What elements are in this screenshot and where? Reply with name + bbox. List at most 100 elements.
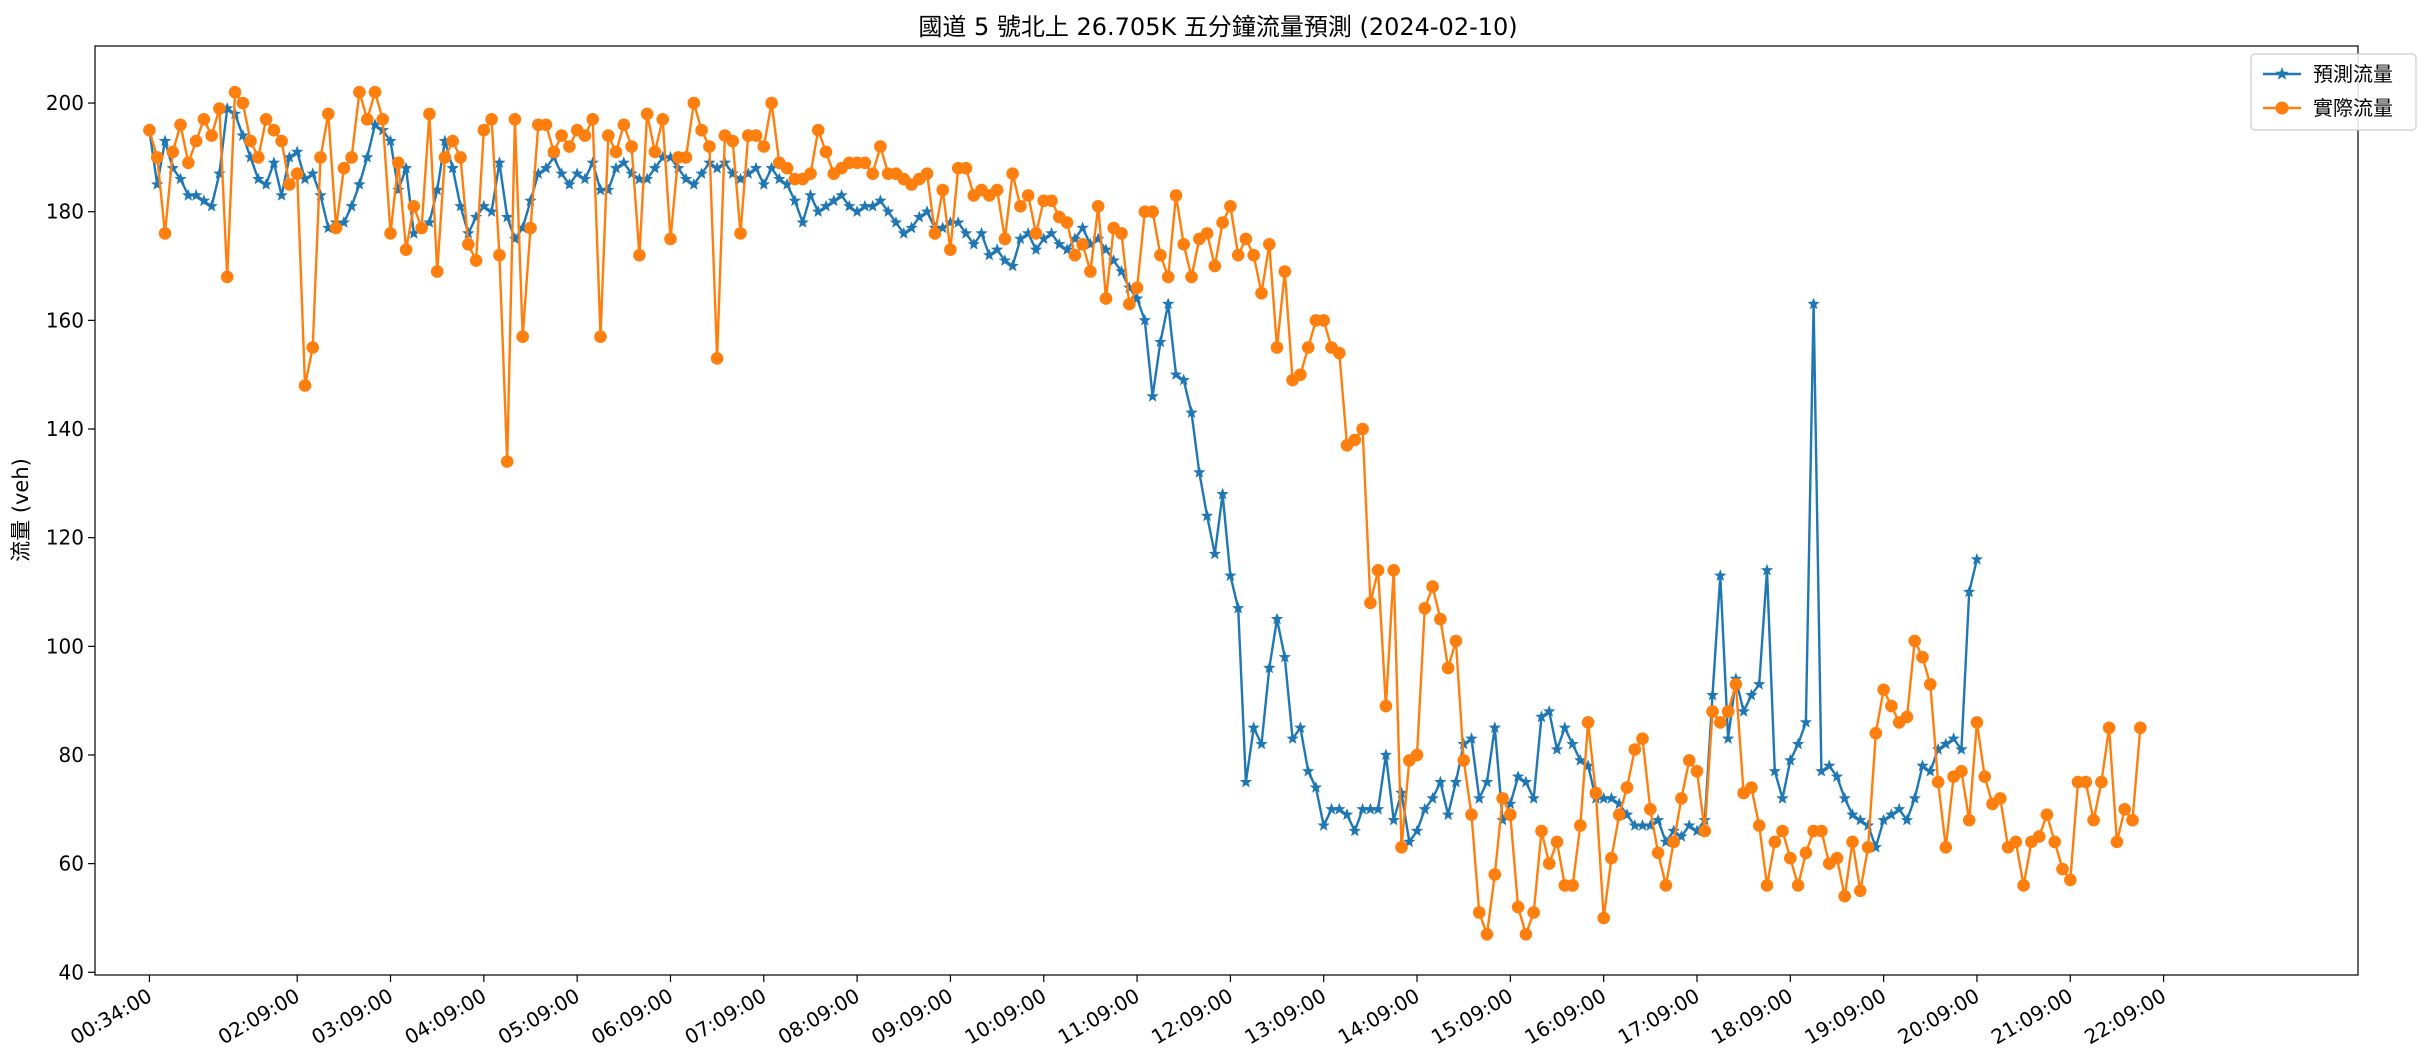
data-point — [2032, 830, 2046, 843]
data-point — [757, 140, 771, 153]
data-point — [345, 199, 358, 212]
data-point — [1138, 313, 1151, 326]
data-point — [804, 167, 817, 180]
data-point — [1130, 292, 1144, 304]
data-point — [1846, 835, 1859, 849]
data-point — [1721, 732, 1735, 744]
data-point — [236, 129, 249, 141]
data-point — [275, 188, 288, 201]
data-point — [1535, 824, 1548, 838]
data-point — [306, 167, 319, 179]
data-point — [407, 200, 421, 213]
data-point — [150, 151, 164, 164]
data-point — [1387, 813, 1400, 826]
data-point — [990, 243, 1004, 255]
data-point — [1729, 678, 1743, 691]
data-point — [2095, 775, 2108, 789]
data-point — [765, 161, 778, 174]
data-point — [1231, 248, 1245, 262]
data-point — [1690, 824, 1704, 837]
data-point — [1006, 167, 1019, 180]
data-point — [1255, 286, 1268, 300]
data-point — [1776, 824, 1789, 838]
data-point — [1978, 770, 1991, 783]
data-point — [384, 227, 397, 240]
data-point — [1511, 770, 1525, 782]
data-point — [454, 151, 467, 164]
data-point — [1745, 781, 1758, 794]
chart-title: 國道 5 號北上 26.705K 五分鐘流量預測 (2024-02-10) — [918, 13, 1517, 41]
data-point — [244, 150, 257, 163]
data-point — [1659, 879, 1673, 892]
data-point — [2048, 835, 2061, 849]
data-point — [213, 102, 226, 115]
data-point — [1854, 813, 1867, 826]
legend-label: 預測流量 — [2313, 62, 2393, 86]
data-point — [586, 156, 599, 169]
data-point — [749, 161, 763, 174]
data-point — [1542, 857, 1556, 870]
data-point — [734, 172, 747, 185]
data-point — [1037, 232, 1050, 245]
data-point — [1776, 791, 1789, 804]
data-point — [1426, 791, 1439, 804]
data-point — [1511, 900, 1525, 914]
data-point — [1107, 254, 1120, 266]
data-point — [1379, 748, 1393, 761]
data-point — [1846, 808, 1859, 820]
series-2 — [143, 85, 2147, 941]
data-point — [1963, 585, 1976, 598]
data-point — [1488, 721, 1501, 734]
data-point — [1753, 677, 1766, 690]
data-point — [944, 243, 957, 256]
data-point — [1395, 786, 1408, 799]
data-point — [477, 199, 490, 212]
data-point — [1091, 200, 1105, 213]
plot-series — [143, 85, 2147, 941]
data-point — [1675, 792, 1688, 805]
data-point — [306, 341, 320, 354]
data-point — [1449, 634, 1463, 648]
data-point — [252, 172, 265, 185]
data-point — [423, 216, 436, 228]
data-point — [780, 161, 794, 175]
x-tick-label: 15:09:00 — [1427, 983, 1517, 1049]
data-point — [1519, 775, 1533, 788]
data-point — [819, 145, 833, 159]
data-point — [1169, 189, 1183, 202]
data-point — [1581, 759, 1595, 772]
data-point — [1784, 753, 1797, 766]
data-point — [874, 140, 887, 153]
data-point — [322, 107, 335, 121]
data-point — [1706, 688, 1719, 701]
data-point — [485, 113, 498, 126]
data-point — [1480, 775, 1494, 788]
data-point — [2079, 775, 2093, 789]
data-point — [1823, 759, 1836, 772]
data-point — [228, 85, 242, 99]
data-point — [780, 178, 794, 190]
data-point — [710, 352, 724, 365]
data-point — [788, 194, 802, 207]
data-point — [882, 205, 895, 217]
data-point — [1418, 602, 1432, 615]
data-point — [508, 113, 522, 126]
data-point — [1496, 792, 1509, 805]
data-point — [563, 140, 576, 153]
data-point — [244, 134, 257, 148]
data-point — [392, 183, 405, 196]
data-point — [555, 167, 568, 179]
data-point — [1962, 813, 1976, 827]
data-point — [998, 232, 1012, 246]
data-point — [1644, 803, 1657, 816]
data-point — [858, 156, 872, 170]
y-axis: 40 60 80 100 120 140 160 180 200 — [46, 91, 95, 984]
data-point — [1060, 216, 1074, 229]
data-point — [500, 455, 514, 468]
data-point — [1970, 552, 1984, 565]
data-point — [1270, 341, 1284, 354]
data-point — [1659, 835, 1673, 848]
data-point — [1877, 683, 1890, 697]
data-point — [493, 156, 506, 169]
y-tick-label: 180 — [46, 200, 84, 224]
